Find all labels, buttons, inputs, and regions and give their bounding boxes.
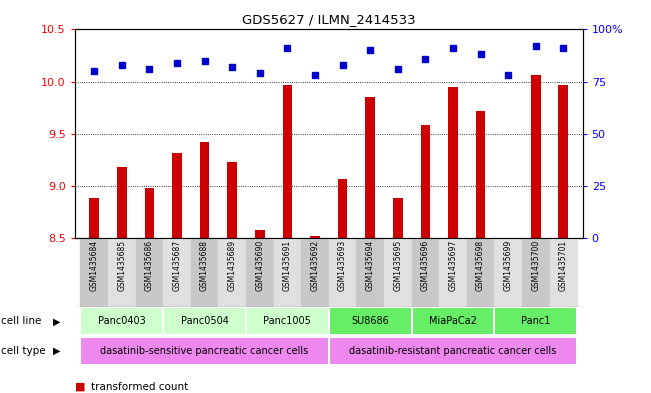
Bar	[191, 238, 218, 307]
Text: ■: ■	[75, 382, 85, 392]
Bar	[329, 238, 356, 307]
Text: Panc0504: Panc0504	[180, 316, 229, 326]
Text: ▶: ▶	[53, 316, 61, 326]
Text: GDS5627 / ILMN_2414533: GDS5627 / ILMN_2414533	[242, 13, 415, 26]
Bar	[200, 142, 210, 238]
Text: MiaPaCa2: MiaPaCa2	[429, 316, 477, 326]
Bar	[227, 162, 237, 238]
Bar	[494, 307, 577, 335]
Bar	[163, 238, 191, 307]
Text: GSM1435693: GSM1435693	[338, 240, 347, 291]
Bar	[467, 238, 494, 307]
Bar	[301, 238, 329, 307]
Bar	[283, 84, 292, 238]
Bar	[439, 238, 467, 307]
Bar	[522, 238, 549, 307]
Bar	[80, 238, 108, 307]
Bar	[273, 238, 301, 307]
Bar	[549, 238, 577, 307]
Bar	[476, 111, 486, 238]
Text: dasatinib-resistant pancreatic cancer cells: dasatinib-resistant pancreatic cancer ce…	[349, 346, 557, 356]
Bar	[329, 307, 411, 335]
Bar	[89, 198, 99, 238]
Text: GSM1435696: GSM1435696	[421, 240, 430, 291]
Bar	[411, 238, 439, 307]
Text: GSM1435688: GSM1435688	[200, 240, 209, 291]
Bar	[338, 180, 348, 238]
Bar	[559, 84, 568, 238]
Text: GSM1435699: GSM1435699	[504, 240, 512, 291]
Text: GSM1435687: GSM1435687	[173, 240, 182, 291]
Bar	[531, 75, 540, 238]
Text: GSM1435685: GSM1435685	[117, 240, 126, 291]
Text: GSM1435689: GSM1435689	[228, 240, 237, 291]
Text: GSM1435697: GSM1435697	[449, 240, 458, 291]
Text: cell line: cell line	[1, 316, 42, 326]
Text: GSM1435686: GSM1435686	[145, 240, 154, 291]
Bar	[393, 198, 402, 238]
Text: cell type: cell type	[1, 346, 46, 356]
Text: Panc1005: Panc1005	[264, 316, 311, 326]
Bar	[356, 238, 384, 307]
Bar	[365, 97, 375, 238]
Bar	[218, 238, 246, 307]
Bar	[384, 238, 411, 307]
Text: GSM1435700: GSM1435700	[531, 240, 540, 291]
Text: GSM1435701: GSM1435701	[559, 240, 568, 291]
Bar	[117, 167, 126, 238]
Text: transformed count: transformed count	[91, 382, 188, 392]
Bar	[135, 238, 163, 307]
Bar	[172, 153, 182, 238]
Bar	[421, 125, 430, 238]
Bar	[494, 238, 522, 307]
Text: GSM1435694: GSM1435694	[366, 240, 374, 291]
Bar	[163, 307, 246, 335]
Bar	[411, 307, 494, 335]
Bar	[246, 238, 273, 307]
Bar	[448, 87, 458, 238]
Bar	[80, 336, 329, 365]
Bar	[329, 336, 577, 365]
Text: GSM1435698: GSM1435698	[476, 240, 485, 291]
Text: ▶: ▶	[53, 346, 61, 356]
Bar	[145, 188, 154, 238]
Text: GSM1435691: GSM1435691	[283, 240, 292, 291]
Text: SU8686: SU8686	[352, 316, 389, 326]
Text: GSM1435695: GSM1435695	[393, 240, 402, 291]
Text: Panc0403: Panc0403	[98, 316, 146, 326]
Text: Panc1: Panc1	[521, 316, 550, 326]
Text: GSM1435684: GSM1435684	[90, 240, 99, 291]
Text: GSM1435690: GSM1435690	[255, 240, 264, 291]
Bar	[310, 236, 320, 238]
Bar	[80, 307, 163, 335]
Bar	[255, 230, 264, 238]
Text: dasatinib-sensitive pancreatic cancer cells: dasatinib-sensitive pancreatic cancer ce…	[100, 346, 309, 356]
Bar	[108, 238, 135, 307]
Bar	[246, 307, 329, 335]
Text: GSM1435692: GSM1435692	[311, 240, 320, 291]
